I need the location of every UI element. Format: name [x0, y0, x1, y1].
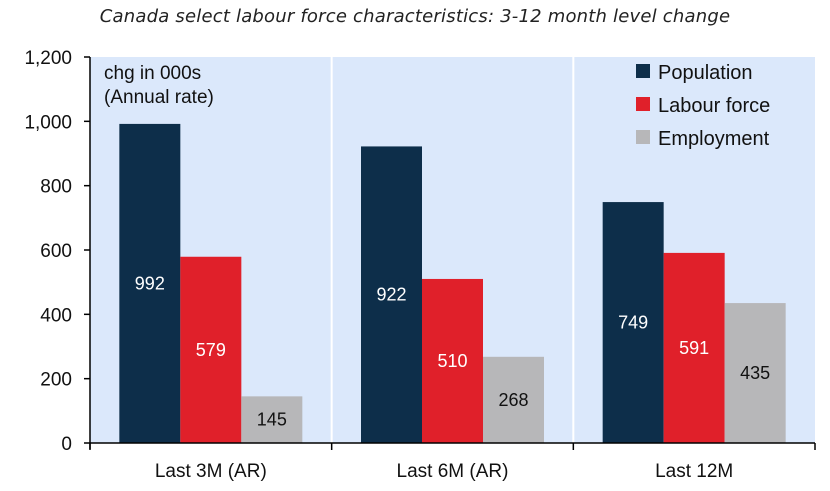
- y-tick-label: 400: [40, 305, 72, 326]
- bar-value-label: 268: [498, 390, 528, 410]
- x-category-label: Last 3M (AR): [155, 461, 267, 482]
- x-category-label: Last 12M: [655, 461, 733, 482]
- bars-group: [119, 123, 786, 443]
- bar-value-label: 922: [376, 285, 406, 305]
- bar: [180, 256, 242, 443]
- chart-title: Canada select labour force characteristi…: [99, 6, 731, 27]
- bar: [119, 123, 181, 443]
- bar-value-label: 749: [618, 313, 648, 333]
- bar-value-label: 145: [257, 410, 287, 430]
- legend-label: Labour force: [658, 95, 770, 117]
- bar-labels-group: 992 579 145 922 510 268 749 591 435: [135, 273, 770, 429]
- bar: [422, 278, 483, 443]
- legend: Population Labour force Employment: [636, 62, 770, 150]
- legend-swatch: [636, 64, 650, 78]
- y-tick-label: 800: [40, 177, 72, 198]
- bar: [361, 146, 422, 443]
- bar-value-label: 992: [135, 273, 165, 293]
- bar: [663, 252, 725, 443]
- legend-label: Employment: [658, 128, 770, 150]
- legend-label: Population: [658, 62, 753, 84]
- y-tick-label: 0: [61, 434, 72, 455]
- y-axis-ticks: 0 200 400 600 800 1,000 1,200: [24, 48, 90, 455]
- y-tick-label: 1,200: [24, 48, 72, 69]
- bar-value-label: 591: [679, 338, 709, 358]
- category-separators: [330, 57, 575, 443]
- units-note: chg in 000s (Annual rate): [104, 63, 214, 108]
- bar-value-label: 510: [437, 351, 467, 371]
- bar: [483, 356, 544, 443]
- bar-value-label: 579: [196, 340, 226, 360]
- bar: [602, 202, 664, 443]
- bar: [241, 396, 303, 443]
- y-tick-label: 600: [40, 241, 72, 262]
- y-tick-label: 1,000: [24, 112, 72, 133]
- units-note-line-2: (Annual rate): [104, 87, 214, 108]
- x-axis-labels: Last 3M (AR) Last 6M (AR) Last 12M: [155, 461, 733, 482]
- legend-swatch: [636, 130, 650, 144]
- x-category-label: Last 6M (AR): [397, 461, 509, 482]
- y-tick-label: 200: [40, 370, 72, 391]
- axes-group: [89, 57, 816, 450]
- bar: [724, 303, 786, 443]
- units-note-line-1: chg in 000s: [104, 63, 201, 84]
- bar-value-label: 435: [740, 363, 770, 383]
- legend-swatch: [636, 97, 650, 111]
